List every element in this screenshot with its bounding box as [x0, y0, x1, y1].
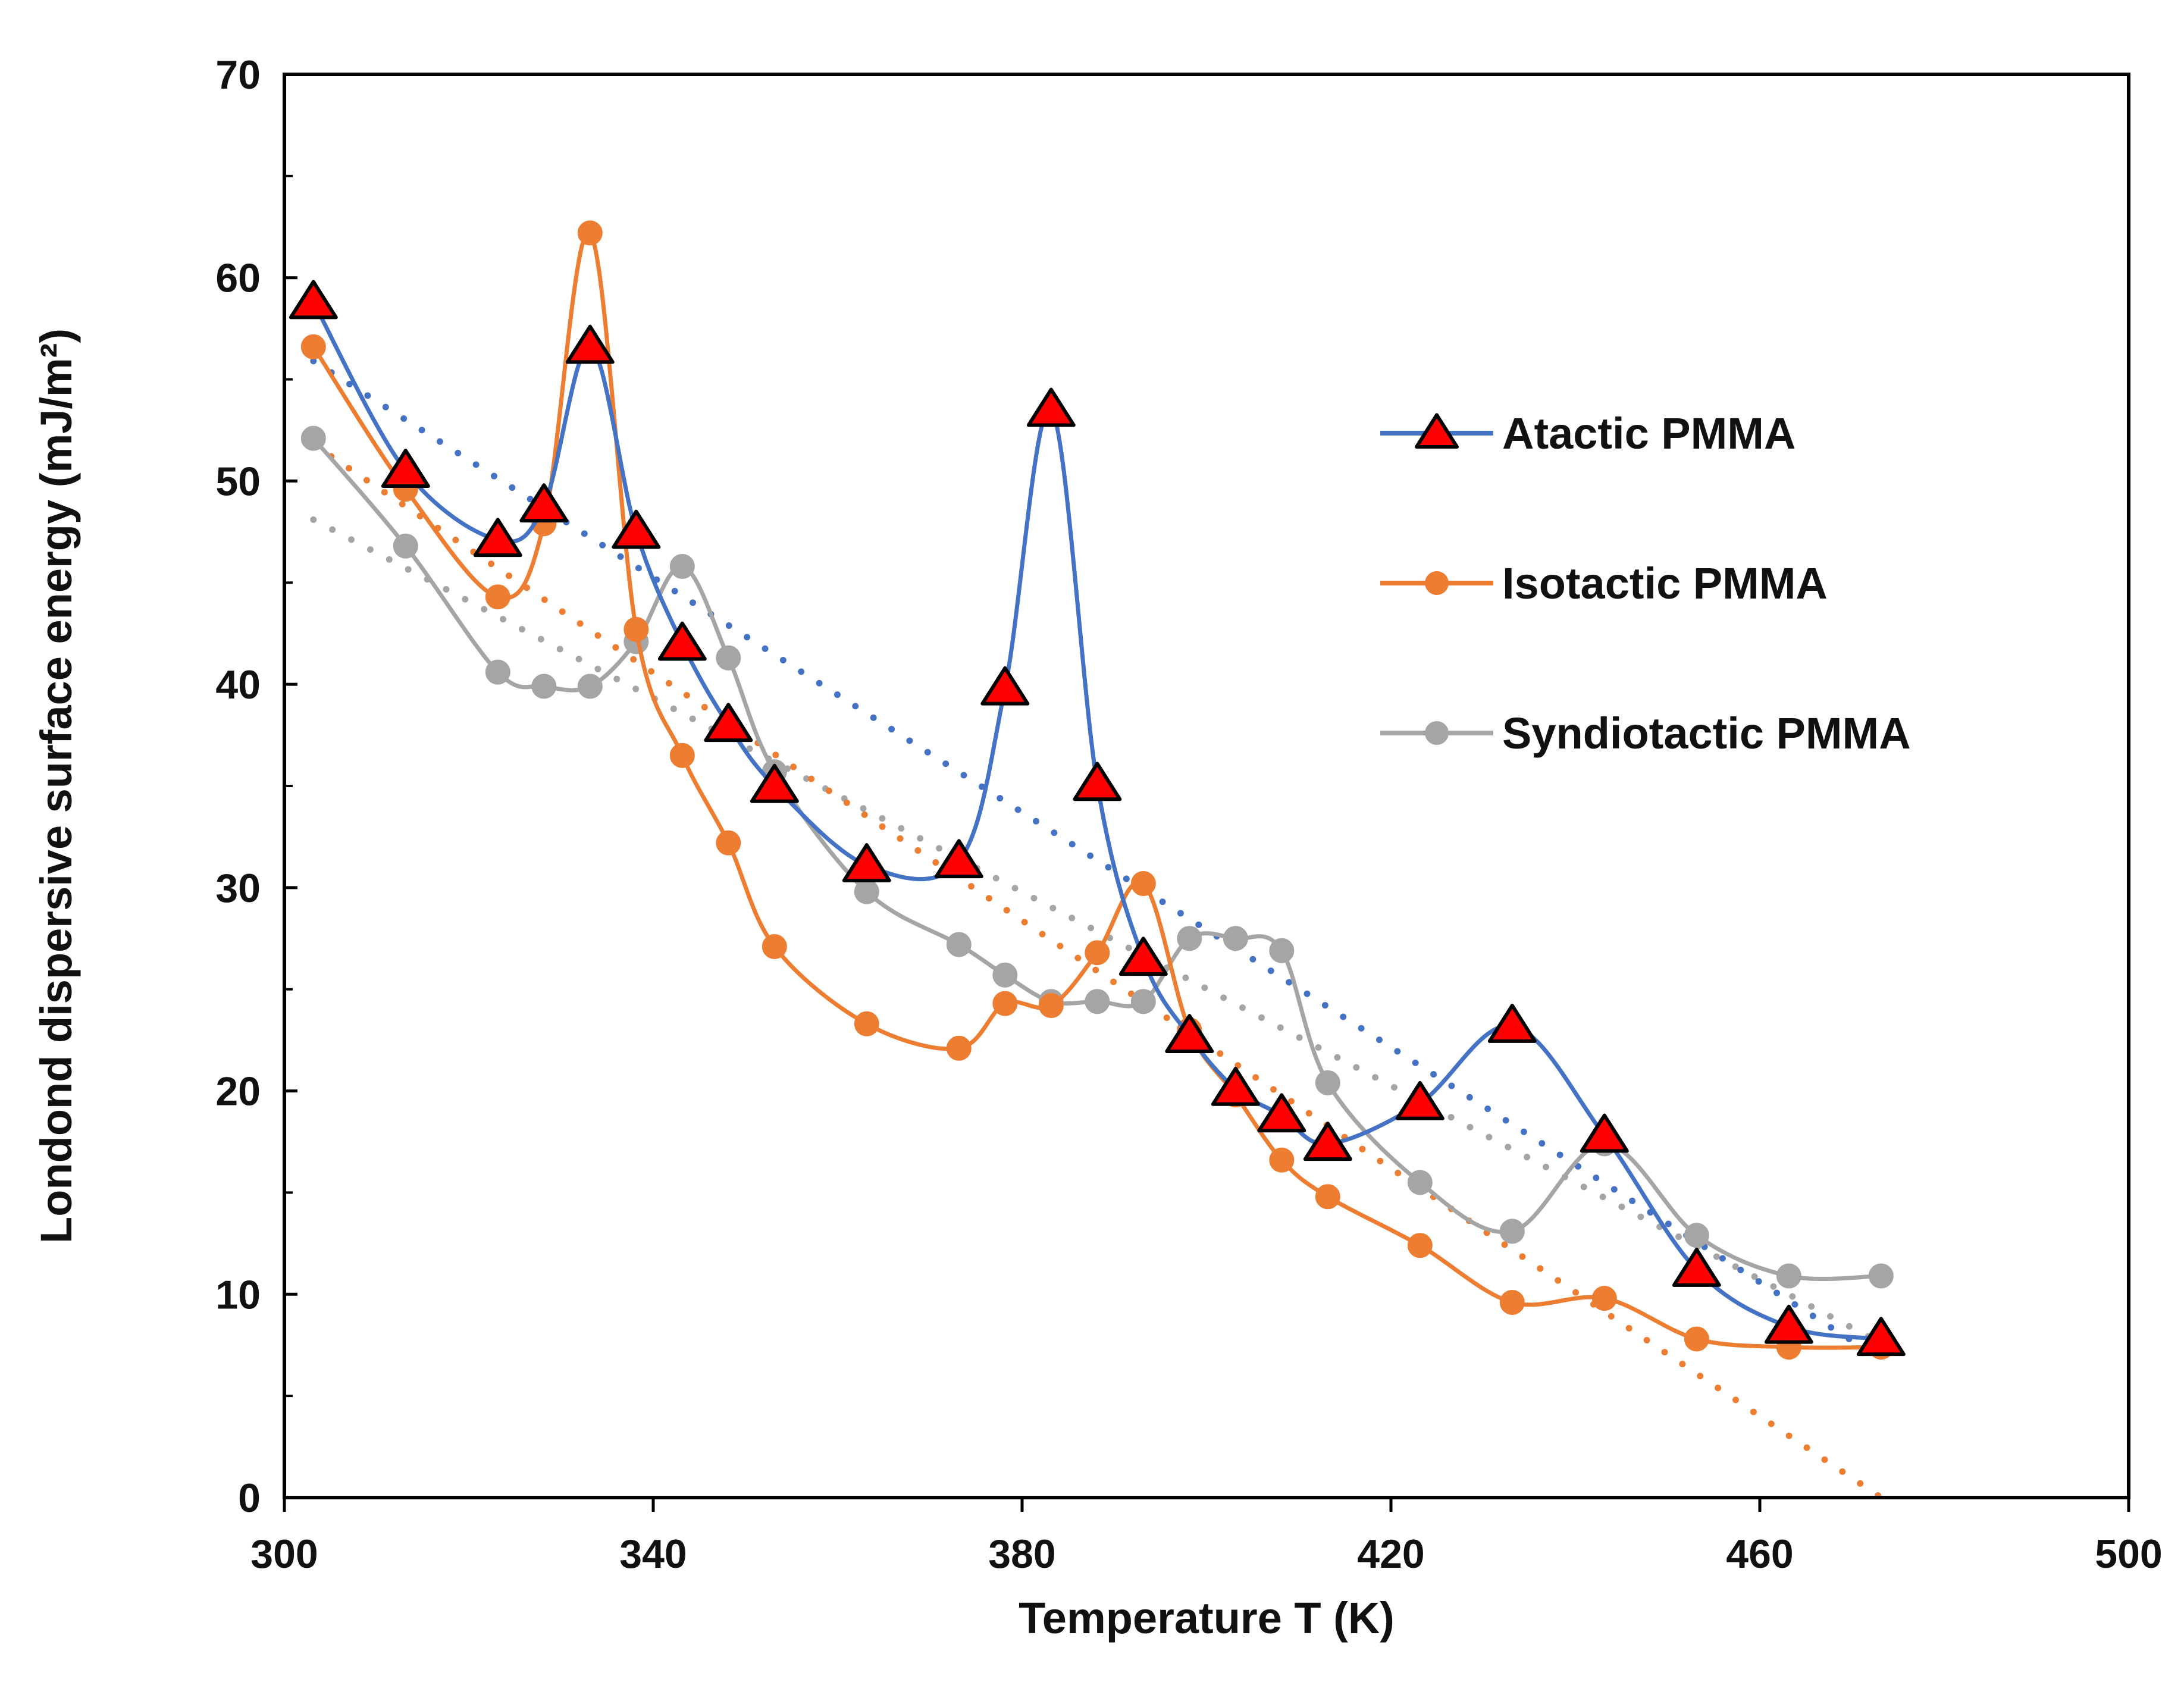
x-tick-label: 420: [1357, 1531, 1424, 1577]
data-point-isotactic-pmma: [485, 584, 510, 610]
data-point-syndiotactic-pmma: [1315, 1070, 1340, 1095]
legend-label-isotactic-pmma: Isotactic PMMA: [1502, 559, 1828, 608]
data-point-syndiotactic-pmma: [992, 962, 1018, 988]
data-point-atactic-pmma: [1073, 762, 1122, 801]
trendline-isotactic-pmma: [310, 441, 1885, 1501]
data-point-syndiotactic-pmma: [946, 932, 972, 957]
data-point-isotactic-pmma: [762, 934, 787, 959]
x-tick-label: 340: [619, 1531, 687, 1577]
data-point-syndiotactic-pmma: [1177, 926, 1202, 951]
y-tick-label: 40: [215, 662, 261, 707]
data-point-atactic-pmma: [519, 483, 569, 523]
data-point-isotactic-pmma: [1684, 1326, 1709, 1352]
x-tick-label: 460: [1726, 1531, 1793, 1577]
data-point-atactic-pmma: [980, 666, 1030, 706]
data-point-syndiotactic-pmma: [1223, 926, 1248, 951]
data-point-atactic-pmma: [657, 621, 707, 661]
data-point-atactic-pmma: [1165, 1014, 1214, 1053]
data-point-atactic-pmma: [1395, 1080, 1444, 1120]
data-point-isotactic-pmma: [1591, 1286, 1617, 1311]
data-point-isotactic-pmma: [716, 830, 741, 856]
data-point-atactic-pmma: [704, 703, 753, 743]
data-point-isotactic-pmma: [669, 743, 695, 768]
data-point-isotactic-pmma: [992, 991, 1018, 1016]
data-point-atactic-pmma: [750, 763, 799, 803]
legend: Atactic PMMA Isotactic PMMA Syndiotactic P…: [1380, 409, 1911, 758]
y-axis-title: Londond dispersive surface energy (mJ/m²…: [32, 328, 81, 1244]
data-point-syndiotactic-pmma: [1776, 1263, 1801, 1289]
data-point-isotactic-pmma: [946, 1035, 972, 1061]
data-point-atactic-pmma: [1026, 387, 1076, 427]
legend-label-syndiotactic-pmma: Syndiotactic PMMA: [1502, 709, 1911, 758]
data-point-atactic-pmma: [1118, 936, 1168, 976]
data-point-isotactic-pmma: [1407, 1233, 1433, 1258]
data-point-atactic-pmma: [1580, 1113, 1629, 1153]
data-point-syndiotactic-pmma: [393, 533, 418, 559]
data-point-syndiotactic-pmma: [716, 645, 741, 671]
data-point-isotactic-pmma: [1130, 871, 1156, 897]
data-point-isotactic-pmma: [1269, 1147, 1295, 1173]
data-point-atactic-pmma: [381, 449, 430, 488]
series-line-isotactic-pmma: [311, 230, 1881, 1350]
legend-marker-isotactic-pmma: [1425, 571, 1449, 595]
y-tick-label: 50: [215, 459, 261, 504]
y-tick-label: 30: [215, 866, 261, 911]
data-point-atactic-pmma: [1672, 1248, 1721, 1287]
data-point-atactic-pmma: [934, 839, 983, 879]
data-point-isotactic-pmma: [300, 334, 326, 359]
data-point-syndiotactic-pmma: [1868, 1263, 1894, 1289]
data-point-atactic-pmma: [612, 509, 661, 549]
legend-marker-atactic-pmma: [1415, 413, 1459, 449]
data-point-syndiotactic-pmma: [669, 553, 695, 579]
trendline-syndiotactic-pmma: [310, 516, 1885, 1346]
data-point-syndiotactic-pmma: [577, 674, 603, 699]
y-tick-label: 70: [215, 52, 261, 98]
data-point-syndiotactic-pmma: [485, 659, 510, 685]
data-point-atactic-pmma: [565, 324, 615, 364]
data-point-syndiotactic-pmma: [1130, 989, 1156, 1014]
data-point-atactic-pmma: [1303, 1122, 1352, 1161]
data-point-atactic-pmma: [289, 280, 338, 320]
legend-marker-syndiotactic-pmma: [1425, 721, 1449, 745]
data-point-isotactic-pmma: [1499, 1289, 1525, 1315]
data-point-atactic-pmma: [1257, 1093, 1306, 1133]
data-point-syndiotactic-pmma: [1407, 1170, 1433, 1195]
data-point-syndiotactic-pmma: [531, 674, 557, 699]
plot-area: [289, 220, 1906, 1501]
x-tick-label: 380: [988, 1531, 1055, 1577]
data-point-atactic-pmma: [842, 843, 891, 882]
y-tick-label: 0: [238, 1476, 261, 1521]
data-point-atactic-pmma: [1856, 1317, 1906, 1357]
data-point-isotactic-pmma: [623, 616, 649, 642]
data-point-syndiotactic-pmma: [1499, 1219, 1525, 1244]
data-point-isotactic-pmma: [1085, 940, 1110, 966]
data-point-isotactic-pmma: [577, 220, 603, 246]
data-point-isotactic-pmma: [1315, 1184, 1340, 1210]
data-point-syndiotactic-pmma: [300, 425, 326, 451]
legend-label-atactic-pmma: Atactic PMMA: [1502, 409, 1796, 458]
data-point-atactic-pmma: [1487, 1004, 1537, 1043]
data-point-atactic-pmma: [1211, 1066, 1260, 1106]
y-tick-label: 60: [215, 256, 261, 301]
y-tick-label: 20: [215, 1069, 261, 1114]
x-tick-label: 500: [2095, 1531, 2162, 1577]
data-point-isotactic-pmma: [854, 1011, 879, 1036]
data-point-syndiotactic-pmma: [1684, 1223, 1709, 1248]
x-tick-label: 300: [250, 1531, 318, 1577]
axes: 0 10 20 30 40 50 60 70 300 340 380 420 460 500: [215, 52, 2162, 1577]
data-point-atactic-pmma: [1764, 1304, 1813, 1344]
y-tick-label: 10: [215, 1272, 261, 1317]
x-axis-title: Temperature T (K): [1019, 1593, 1395, 1643]
data-point-atactic-pmma: [473, 518, 522, 557]
data-point-syndiotactic-pmma: [854, 879, 879, 904]
data-point-syndiotactic-pmma: [1085, 989, 1110, 1014]
data-point-isotactic-pmma: [1038, 993, 1064, 1019]
data-point-syndiotactic-pmma: [1269, 938, 1295, 963]
